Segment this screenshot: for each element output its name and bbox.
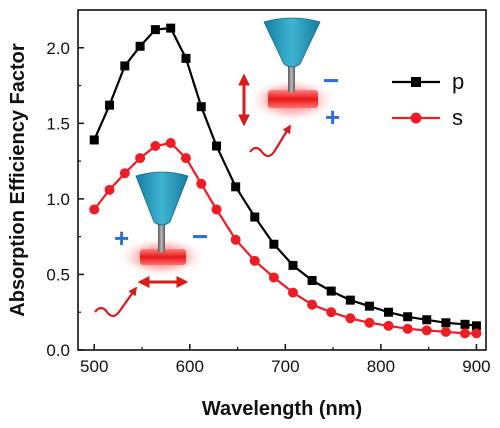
s-polarization-illustration: + − — [94, 171, 208, 318]
series-p-point — [150, 25, 160, 35]
p-disk — [268, 90, 318, 108]
s-minus-sign: − — [192, 221, 208, 252]
p-tip-stem — [288, 62, 295, 92]
series-p-point — [441, 318, 451, 328]
series-p-point — [250, 212, 260, 222]
series-p-point — [364, 301, 374, 311]
s-plus-sign: + — [114, 223, 129, 253]
y-axis-label: Absorption Efficiency Factor — [7, 43, 29, 317]
series-s-point — [345, 313, 356, 324]
x-axis-label: Wavelength (nm) — [202, 398, 362, 420]
x-axis-ticks: 500 600 700 800 900 — [80, 344, 491, 376]
series-p-point — [384, 307, 394, 317]
x-tick-label: 600 — [176, 357, 204, 376]
series-s-point — [402, 323, 413, 334]
series-s-point — [135, 153, 146, 164]
series-s-point — [364, 317, 375, 328]
s-disk — [140, 249, 186, 265]
series-p-point — [212, 141, 222, 151]
series-s-point — [89, 204, 100, 215]
series-p-point — [196, 102, 206, 112]
x-tick-label: 900 — [462, 357, 490, 376]
p-tip-cone — [263, 17, 321, 68]
series-s-point — [180, 153, 191, 164]
x-tick-label: 800 — [367, 357, 395, 376]
y-tick-label: 0.5 — [46, 265, 70, 284]
p-minus-sign: − — [323, 65, 339, 96]
y-axis-ticks: 0.0 0.5 1.0 1.5 2.0 — [46, 39, 84, 360]
legend-marker — [411, 77, 421, 87]
series-p-point — [105, 100, 115, 110]
series-s-point — [196, 178, 207, 189]
series-s-point — [287, 287, 298, 298]
series-s-point — [471, 328, 482, 339]
s-tip-stem — [158, 222, 165, 252]
series-p-point — [345, 295, 355, 305]
series-s-point — [165, 137, 176, 148]
series-p-point — [181, 53, 191, 63]
x-tick-label: 500 — [80, 357, 108, 376]
series-p — [89, 23, 481, 331]
legend-label: s — [452, 105, 463, 130]
series-s — [89, 137, 482, 339]
series-s-point — [421, 325, 432, 336]
series-s-point — [211, 204, 222, 215]
series-s-point — [440, 326, 451, 337]
legend: ps — [392, 69, 464, 130]
series-s-point — [459, 328, 470, 339]
y-tick-label: 0.0 — [46, 341, 70, 360]
series-p-point — [166, 23, 176, 33]
series-p-point — [460, 319, 470, 329]
series-layer — [89, 23, 482, 339]
plot-frame — [77, 9, 487, 351]
y-tick-label: 1.0 — [46, 190, 70, 209]
series-s-point — [268, 272, 279, 283]
series-p-point — [471, 321, 481, 331]
series-p-point — [231, 182, 241, 192]
series-p-point — [135, 41, 145, 51]
y-tick-label: 2.0 — [46, 39, 70, 58]
series-s-point — [383, 320, 394, 331]
p-light-wave — [249, 126, 290, 158]
legend-item-p: p — [392, 69, 464, 94]
series-p-point — [269, 239, 279, 249]
p-plus-sign: + — [325, 102, 340, 132]
x-tick-label: 700 — [271, 357, 299, 376]
legend-marker — [410, 112, 422, 124]
y-tick-label: 1.5 — [46, 114, 70, 133]
series-p-point — [422, 315, 432, 325]
series-p-point — [288, 260, 298, 270]
series-p-point — [403, 312, 413, 322]
series-s-point — [249, 255, 260, 266]
series-s-point — [230, 234, 241, 245]
series-p-point — [89, 135, 99, 145]
legend-label: p — [452, 69, 464, 94]
series-s-point — [307, 299, 318, 310]
series-p-point — [307, 275, 317, 285]
series-s-point — [104, 184, 115, 195]
series-s-point — [119, 168, 130, 179]
p-polarization-illustration: − + — [238, 17, 340, 158]
s-light-wave — [94, 288, 136, 318]
series-s-point — [150, 141, 161, 151]
series-p-point — [120, 61, 130, 71]
s-tip-cone — [135, 171, 189, 226]
series-p-point — [326, 286, 336, 296]
legend-item-s: s — [392, 105, 463, 130]
series-s-point — [326, 307, 337, 318]
